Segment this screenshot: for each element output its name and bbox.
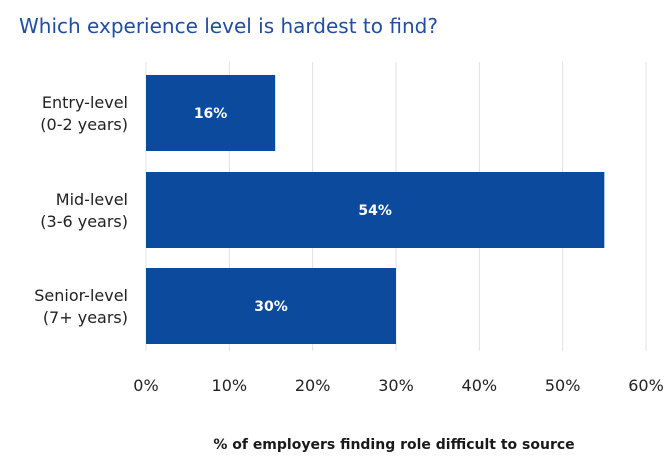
x-tick-label: 50% [545, 376, 581, 395]
bar-value-label: 30% [254, 299, 288, 315]
bar-value-labels: 16% 54% 30% [194, 106, 392, 315]
category-labels: Entry-level (0-2 years) Mid-level (3-6 year… [34, 93, 128, 327]
category-label: (7+ years) [43, 308, 128, 327]
x-tick-label: 40% [462, 376, 498, 395]
bar [146, 75, 276, 151]
x-tick-label: 0% [133, 376, 158, 395]
x-tick-label: 10% [212, 376, 248, 395]
category-label: Entry-level [42, 93, 128, 112]
bars [146, 75, 605, 344]
bar [146, 268, 396, 344]
x-tick-label: 30% [378, 376, 414, 395]
category-label: Senior-level [34, 286, 128, 305]
x-tick-label: 20% [295, 376, 331, 395]
chart-title: Which experience level is hardest to fin… [19, 14, 438, 38]
x-axis-ticks: 0% 10% 20% 30% 40% 50% 60% [133, 376, 663, 395]
category-label: (0-2 years) [40, 115, 128, 134]
category-label: (3-6 years) [40, 212, 128, 231]
bar-value-label: 16% [194, 106, 228, 122]
bar-value-label: 54% [358, 203, 392, 219]
x-tick-label: 60% [628, 376, 664, 395]
x-axis-label: % of employers finding role difficult to… [213, 437, 574, 453]
bar [146, 172, 605, 248]
category-label: Mid-level [56, 190, 128, 209]
